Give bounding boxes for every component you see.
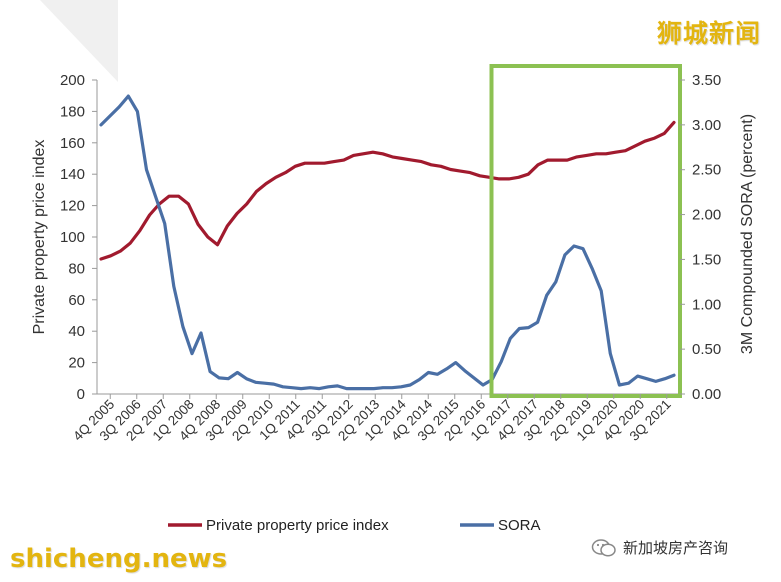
right-tick-label: 3.50 — [692, 72, 721, 89]
left-tick-label: 80 — [68, 260, 85, 277]
watermark-bottom-left: shicheng.news — [10, 544, 228, 574]
right-tick-label: 1.50 — [692, 251, 721, 268]
left-tick-label: 0 — [77, 386, 85, 403]
left-tick-label: 180 — [60, 103, 85, 120]
left-tick-label: 200 — [60, 72, 85, 89]
corner-fold-shape — [40, 0, 118, 82]
legend-ppi-label: Private property price index — [206, 517, 389, 534]
left-tick-label: 60 — [68, 292, 85, 309]
legend-sora-label: SORA — [498, 517, 541, 534]
left-tick-label: 100 — [60, 229, 85, 246]
right-axis-title: 3M Compounded SORA (percent) — [739, 114, 756, 354]
left-tick-label: 20 — [68, 355, 85, 372]
left-tick-label: 140 — [60, 166, 85, 183]
right-tick-label: 2.50 — [692, 162, 721, 179]
right-tick-label: 3.00 — [692, 117, 721, 134]
highlight-box — [489, 64, 682, 398]
right-tick-label: 2.00 — [692, 207, 721, 224]
sora-series-line — [99, 94, 676, 391]
right-tick-label: 0.00 — [692, 386, 721, 403]
wechat-account-name: 新加坡房产咨询 — [623, 539, 729, 557]
watermark-top-right: 狮城新闻 — [657, 19, 762, 48]
left-tick-label: 160 — [60, 135, 85, 152]
wechat-badge: 新加坡房产咨询 — [591, 537, 728, 558]
right-tick-label: 0.50 — [692, 341, 721, 358]
left-tick-label: 120 — [60, 198, 85, 215]
wechat-icon — [591, 538, 616, 557]
left-axis-title: Private property price index — [31, 140, 48, 335]
left-tick-label: 40 — [68, 323, 85, 340]
right-tick-label: 1.00 — [692, 296, 721, 313]
ppi-series-line — [99, 120, 676, 261]
